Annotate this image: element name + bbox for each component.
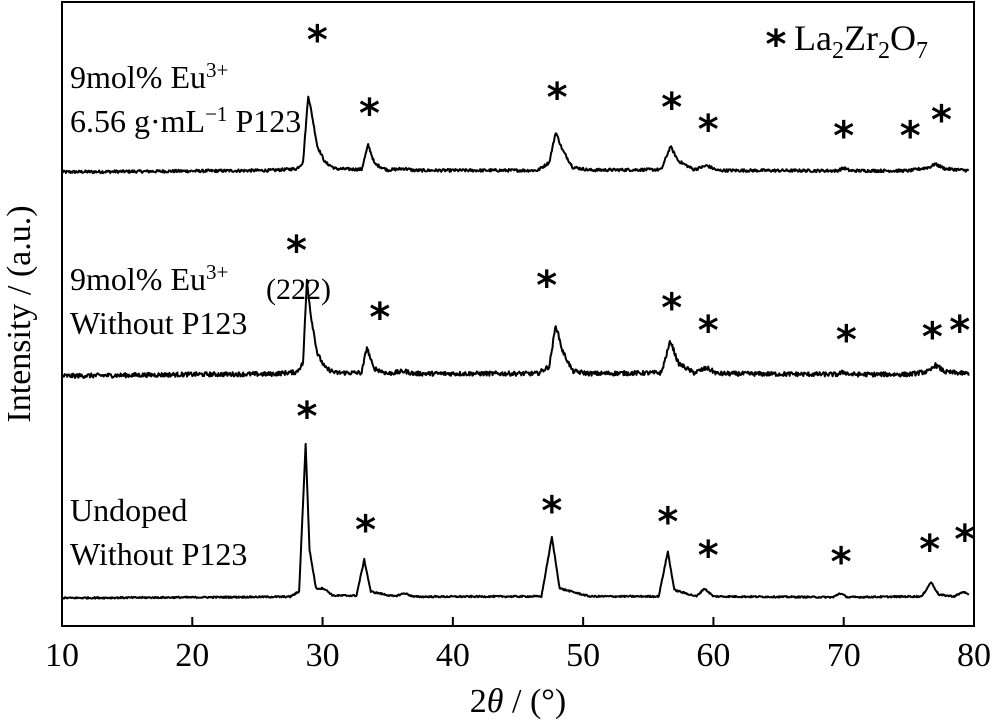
label-text: Without P123 <box>70 536 247 572</box>
peak-marker: * <box>698 533 719 579</box>
legend: * La2Zr2O7 <box>766 18 928 68</box>
peak-marker: * <box>355 508 376 554</box>
x-tick-label: 30 <box>306 637 340 674</box>
series-label-line: 9mol% Eu3+ <box>70 58 228 95</box>
series-label-line: Undoped <box>70 492 187 528</box>
peak-marker: * <box>661 85 682 131</box>
y-axis-label: Intensity / (a.u.) <box>1 205 38 422</box>
label-text: 6.56 g·mL <box>70 103 205 139</box>
series-label-line: 6.56 g·mL−1 P123 <box>70 102 301 139</box>
peak-marker: * <box>954 517 975 563</box>
x-tick-label: 70 <box>827 637 861 674</box>
label-text: Without P123 <box>70 305 247 341</box>
x-tick-label: 40 <box>436 637 470 674</box>
x-axis-label-prefix: 2 <box>470 683 487 720</box>
peak-marker: * <box>698 107 719 153</box>
peak-marker: * <box>949 308 970 354</box>
x-tick-label: 10 <box>45 637 79 674</box>
series-label-line: Without P123 <box>70 536 247 572</box>
series-0: ** * * * * * *9mol% Eu3+6.56 g·mL−1 P123 <box>61 18 970 175</box>
plot-frame <box>61 1 975 627</box>
label-text: Undoped <box>70 492 187 528</box>
series-line <box>61 278 970 379</box>
legend-label: La2Zr2O7 <box>794 18 928 64</box>
x-axis-label: 2θ / (°) <box>470 683 566 720</box>
x-tick-label: 60 <box>696 637 730 674</box>
series-label-line: Without P123 <box>70 305 247 341</box>
label-text: 9mol% Eu <box>70 261 206 297</box>
x-axis-label-unit: / (°) <box>504 683 567 720</box>
x-axis: 10 20 30 40 50 60 70 80 <box>45 617 991 674</box>
label-text: P123 <box>227 103 301 139</box>
series-label-line: 9mol% Eu3+ <box>70 260 228 297</box>
legend-text: Zr <box>844 18 878 58</box>
peak-marker: * <box>541 488 562 534</box>
peak-marker: * <box>307 18 328 64</box>
subscript: 2 <box>832 38 844 64</box>
legend-marker: * <box>766 22 787 68</box>
series-line <box>61 442 970 600</box>
peak-marker: * <box>657 500 678 546</box>
peak-marker: * <box>836 318 857 364</box>
x-tick-label: 50 <box>566 637 600 674</box>
plot-area: ** * * * * * *9mol% Eu3+6.56 g·mL−1 P123*(222)… <box>61 18 975 600</box>
series-1: *(222)** * * * * *9mol% Eu3+Without P123 <box>61 228 970 379</box>
peak-marker: * <box>931 98 952 144</box>
peak-marker: * <box>296 394 317 440</box>
subscript: 2 <box>878 38 890 64</box>
x-tick-label: 80 <box>957 637 991 674</box>
x-axis-label-theta: θ <box>487 683 504 720</box>
peak-marker: * <box>286 228 307 274</box>
series-line <box>61 95 970 175</box>
subscript: 7 <box>916 38 928 64</box>
peak-marker: * <box>547 75 568 121</box>
peak-marker: * <box>922 314 943 360</box>
superscript: 3+ <box>206 260 228 284</box>
superscript: −1 <box>205 102 227 126</box>
peak-marker: * <box>900 114 921 160</box>
peak-hkl-label: (222) <box>266 273 331 306</box>
peak-marker: * <box>536 263 557 309</box>
x-tick-label: 20 <box>175 637 209 674</box>
superscript: 3+ <box>206 58 228 82</box>
legend-text: O <box>890 18 916 58</box>
peak-marker: * <box>833 114 854 160</box>
peak-marker: * <box>831 540 852 586</box>
legend-text: La <box>794 18 832 58</box>
peak-marker: * <box>369 295 390 341</box>
peak-marker: * <box>661 286 682 332</box>
label-text: 9mol% Eu <box>70 59 206 95</box>
peak-marker: * <box>359 91 380 137</box>
peak-marker: * <box>919 527 940 573</box>
series-2: * * * * * * * * Undoped Without P123 <box>61 394 975 600</box>
peak-marker: * <box>698 308 719 354</box>
